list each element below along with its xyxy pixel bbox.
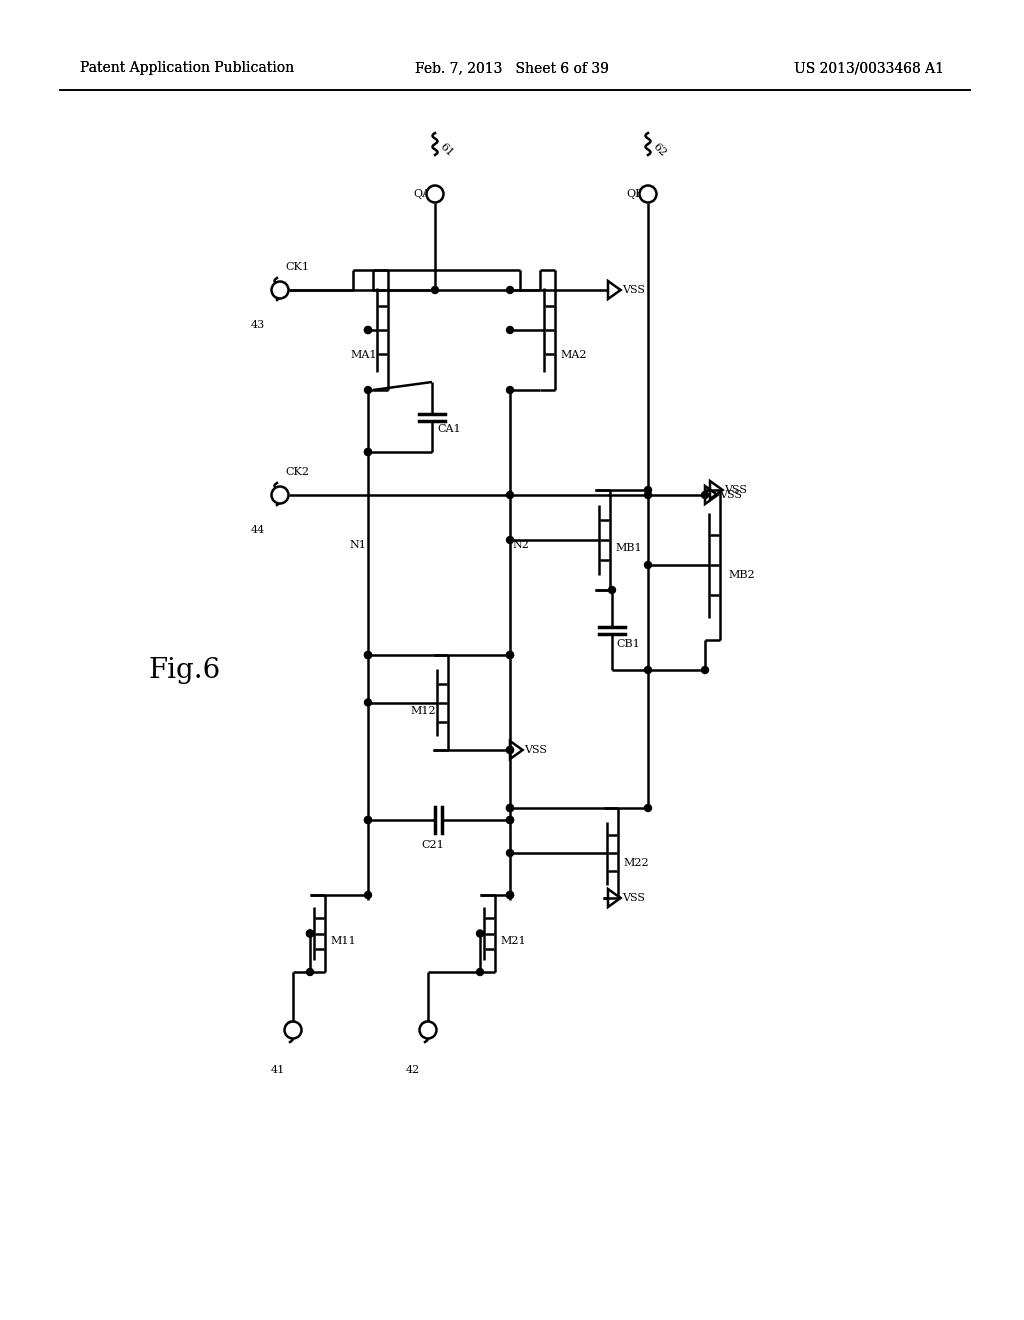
Circle shape (507, 850, 513, 857)
Circle shape (427, 186, 443, 202)
Text: Feb. 7, 2013   Sheet 6 of 39: Feb. 7, 2013 Sheet 6 of 39 (415, 61, 609, 75)
Text: N2: N2 (512, 540, 528, 550)
Text: S: S (286, 1022, 294, 1035)
Text: 41: 41 (270, 1065, 285, 1074)
Text: MB1: MB1 (615, 543, 642, 553)
Circle shape (365, 326, 372, 334)
Circle shape (507, 747, 513, 754)
Circle shape (365, 700, 372, 706)
Circle shape (701, 491, 709, 499)
Text: M21: M21 (500, 936, 525, 946)
Circle shape (507, 804, 513, 812)
Text: M11: M11 (330, 936, 355, 946)
Circle shape (507, 326, 513, 334)
Text: Fig.6: Fig.6 (148, 656, 220, 684)
Circle shape (306, 931, 313, 937)
Circle shape (644, 491, 651, 499)
Text: MA2: MA2 (560, 350, 587, 360)
Text: Patent Application Publication: Patent Application Publication (80, 61, 294, 75)
Circle shape (271, 487, 289, 503)
Circle shape (285, 1022, 301, 1039)
Text: R: R (420, 1022, 429, 1035)
Text: US 2013/0033468 A1: US 2013/0033468 A1 (794, 61, 944, 75)
Text: 42: 42 (406, 1065, 420, 1074)
Text: QA: QA (414, 189, 431, 199)
Circle shape (365, 817, 372, 824)
Text: MA1: MA1 (350, 350, 377, 360)
Circle shape (608, 586, 615, 594)
Text: CA1: CA1 (437, 424, 461, 434)
Circle shape (476, 969, 483, 975)
Circle shape (644, 487, 651, 494)
Circle shape (365, 652, 372, 659)
Text: CK2: CK2 (285, 467, 309, 477)
Circle shape (507, 491, 513, 499)
Circle shape (507, 817, 513, 824)
Text: VSS: VSS (622, 285, 645, 294)
Text: C21: C21 (422, 840, 444, 850)
Text: CK1: CK1 (285, 261, 309, 272)
Text: US 2013/0033468 A1: US 2013/0033468 A1 (794, 61, 944, 75)
Text: VSS: VSS (724, 484, 746, 495)
Circle shape (306, 969, 313, 975)
Circle shape (507, 387, 513, 393)
Circle shape (644, 804, 651, 812)
Text: 62: 62 (651, 141, 668, 158)
Circle shape (365, 891, 372, 899)
Text: M22: M22 (623, 858, 648, 869)
Text: VSS: VSS (719, 490, 742, 500)
Circle shape (365, 817, 372, 824)
Circle shape (420, 1022, 436, 1039)
Circle shape (701, 667, 709, 673)
Text: M12: M12 (410, 705, 435, 715)
Circle shape (365, 326, 372, 334)
Text: VSS: VSS (524, 744, 547, 755)
Text: QB: QB (627, 189, 644, 199)
Circle shape (507, 747, 513, 754)
Circle shape (476, 931, 483, 937)
Circle shape (507, 536, 513, 544)
Circle shape (507, 652, 513, 659)
Text: MB2: MB2 (728, 570, 755, 579)
Circle shape (271, 281, 289, 298)
Text: CB1: CB1 (616, 639, 640, 649)
Text: 61: 61 (438, 141, 455, 158)
Circle shape (365, 449, 372, 455)
Text: Feb. 7, 2013   Sheet 6 of 39: Feb. 7, 2013 Sheet 6 of 39 (415, 61, 609, 75)
Circle shape (507, 891, 513, 899)
Circle shape (507, 891, 513, 899)
Circle shape (507, 804, 513, 812)
Text: 43: 43 (251, 319, 265, 330)
Text: Patent Application Publication: Patent Application Publication (80, 61, 294, 75)
Circle shape (431, 286, 438, 293)
Circle shape (365, 387, 372, 393)
Circle shape (507, 652, 513, 659)
Circle shape (640, 186, 656, 202)
Text: N1: N1 (349, 540, 366, 550)
Circle shape (507, 817, 513, 824)
Circle shape (644, 561, 651, 569)
Circle shape (365, 652, 372, 659)
Text: 44: 44 (251, 525, 265, 535)
Circle shape (507, 286, 513, 293)
Circle shape (644, 667, 651, 673)
Circle shape (365, 449, 372, 455)
Circle shape (306, 931, 313, 937)
Text: VSS: VSS (622, 894, 645, 903)
